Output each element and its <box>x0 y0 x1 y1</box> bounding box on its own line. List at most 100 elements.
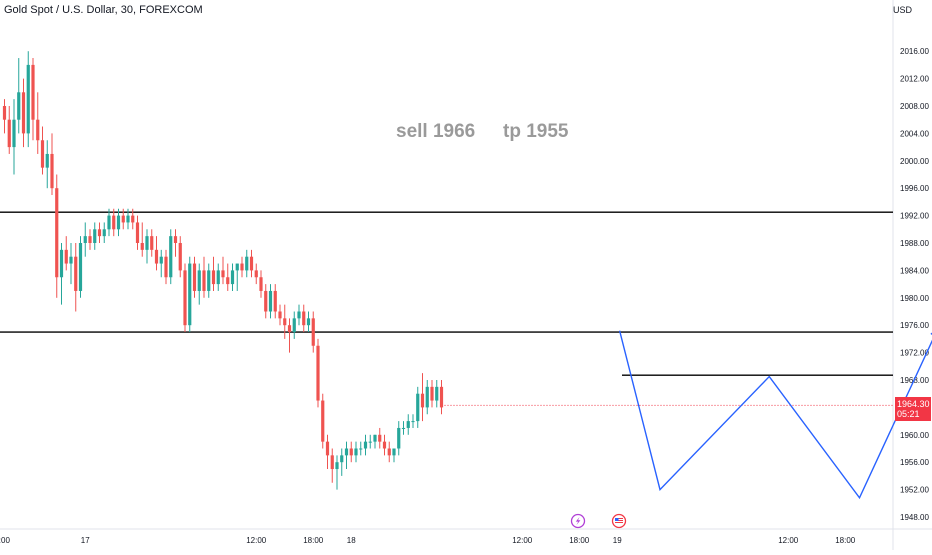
candle <box>7 106 11 154</box>
candle-body <box>131 215 135 223</box>
price-tick-label: 1992.00 <box>900 212 929 221</box>
flash-glyph <box>575 517 581 525</box>
candle <box>36 92 40 154</box>
candle <box>2 99 7 134</box>
candle <box>287 318 292 353</box>
candle-body <box>192 263 197 291</box>
candle <box>74 243 78 312</box>
currency-label: USD <box>892 5 912 15</box>
price-axis[interactable]: 1948.001952.001956.001960.001964.001968.… <box>900 47 929 522</box>
time-tick-label: 8:00 <box>0 536 10 545</box>
candle <box>278 304 282 326</box>
candle <box>183 263 187 333</box>
event-markers[interactable] <box>570 513 627 529</box>
candle <box>430 380 434 408</box>
candle-body <box>311 318 315 346</box>
candle-body <box>354 448 358 456</box>
candle <box>169 229 173 285</box>
candle <box>363 434 368 456</box>
projection-path <box>618 330 932 500</box>
candle <box>297 304 301 326</box>
candle <box>264 284 268 319</box>
time-axis[interactable]: 8:00 17 12:00 18:00 18 12:00 18:00 19 12:00 18:00… <box>0 536 932 545</box>
candle <box>88 229 92 250</box>
candle-body <box>17 92 21 120</box>
candle <box>40 126 45 175</box>
candle <box>173 229 178 257</box>
candle-body <box>368 441 372 443</box>
candle <box>69 243 73 285</box>
candle-body <box>221 270 225 278</box>
symbol-title[interactable]: Gold Spot / U.S. Dollar, 30, FOREXCOM <box>4 4 203 16</box>
time-tick-label: 18:00 <box>835 536 856 545</box>
candle-body <box>259 277 263 291</box>
flag-stripe <box>615 518 623 519</box>
horizontal-levels <box>0 211 893 376</box>
candle-body <box>112 215 116 230</box>
candle <box>325 434 330 470</box>
candle-body <box>435 386 439 401</box>
candle <box>126 208 130 230</box>
candle <box>78 236 83 298</box>
candle <box>12 99 16 175</box>
candle-body <box>211 270 216 285</box>
candle <box>330 448 334 483</box>
candle <box>116 208 121 237</box>
candle-body <box>321 400 325 442</box>
candle-body <box>340 455 344 463</box>
candle <box>97 222 102 243</box>
candle-body <box>169 236 173 278</box>
candle <box>406 414 410 435</box>
flag-stripe <box>615 522 623 523</box>
candle-body <box>349 448 353 456</box>
candle <box>230 263 235 291</box>
candle-body <box>135 222 140 243</box>
candle <box>121 208 125 230</box>
candle-body <box>121 215 125 223</box>
candle-body <box>64 249 68 264</box>
candle-body <box>159 256 163 264</box>
candle <box>164 249 168 285</box>
candle <box>145 229 149 264</box>
price-tick-label: 1968.00 <box>900 376 929 385</box>
candle <box>302 304 306 333</box>
time-tick-label: 18 <box>347 536 356 545</box>
earnings-flash-icon[interactable] <box>570 513 586 529</box>
candle-body <box>335 462 339 470</box>
candle-body <box>297 311 301 319</box>
candle <box>306 311 311 333</box>
candle <box>235 263 239 291</box>
candle-body <box>283 318 287 326</box>
price-tick-label: 2004.00 <box>900 129 929 138</box>
us-flag-icon[interactable] <box>611 513 627 529</box>
candle-body <box>439 386 444 408</box>
candle <box>17 58 21 134</box>
candle-body <box>392 448 396 456</box>
candle-body <box>397 427 401 449</box>
price-tick-label: 2012.00 <box>900 75 929 84</box>
candle <box>154 236 159 271</box>
candle-body <box>93 229 97 243</box>
flag-stripe <box>615 520 623 521</box>
candle-body <box>387 448 391 456</box>
candle-body <box>273 290 277 312</box>
candle-body <box>268 290 273 312</box>
candle <box>378 427 382 449</box>
candle <box>420 373 425 422</box>
price-tick-label: 1960.00 <box>900 431 929 440</box>
candle <box>316 338 320 408</box>
candle-body <box>126 215 130 223</box>
candle-body <box>154 249 159 264</box>
candle-body <box>325 441 330 456</box>
candle <box>178 236 182 278</box>
candle-body <box>140 243 144 250</box>
candle-body <box>420 393 425 408</box>
candle-body <box>254 270 258 278</box>
candle-body <box>59 249 64 278</box>
tp-annotation: tp 1955 <box>503 121 569 142</box>
candle-body <box>216 270 220 285</box>
price-tick-label: 1948.00 <box>900 513 929 522</box>
candle <box>159 249 163 278</box>
